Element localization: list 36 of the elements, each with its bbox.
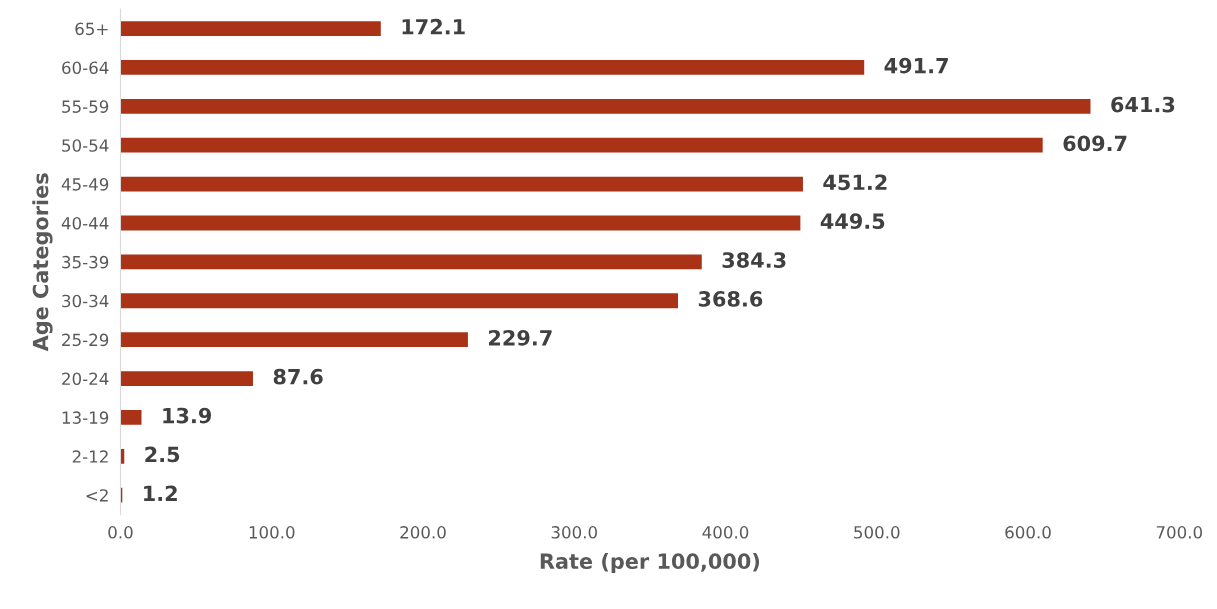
data-label: 491.7 bbox=[884, 57, 948, 74]
x-tick-label: 600.0 bbox=[1005, 526, 1051, 539]
y-tick-label: <2 bbox=[86, 489, 108, 502]
y-tick-label: 50-54 bbox=[62, 139, 109, 152]
data-label: 609.7 bbox=[1063, 135, 1127, 152]
y-tick-label: 40-44 bbox=[61, 216, 109, 230]
x-tick-label: 400.0 bbox=[702, 526, 749, 539]
data-label: 384.3 bbox=[722, 252, 786, 268]
data-label: 2.5 bbox=[145, 446, 180, 463]
y-tick-label: 60-64 bbox=[62, 61, 109, 75]
data-label: 449.5 bbox=[820, 213, 885, 230]
x-tick-label: 700.0 bbox=[1156, 526, 1203, 539]
y-tick-label: 13-19 bbox=[62, 411, 109, 424]
x-tick-label: 500.0 bbox=[854, 526, 900, 539]
data-label: 1.2 bbox=[144, 485, 177, 501]
x-tick-label: 0.0 bbox=[108, 526, 133, 539]
y-tick-label: 35-39 bbox=[62, 255, 109, 269]
data-label: 641.3 bbox=[1111, 96, 1175, 113]
y-tick-label: 25-29 bbox=[62, 333, 109, 347]
x-tick-label: 200.0 bbox=[400, 526, 446, 539]
y-axis-title: Age Categories bbox=[32, 173, 53, 352]
x-tick-label: 300.0 bbox=[551, 526, 597, 539]
data-label: 13.9 bbox=[163, 407, 212, 424]
y-tick-label: 20-24 bbox=[62, 372, 109, 386]
y-tick-label: 45-49 bbox=[61, 178, 109, 191]
y-tick-label: 65+ bbox=[75, 22, 108, 36]
x-tick-label: 100.0 bbox=[249, 526, 295, 539]
y-tick-label: 30-34 bbox=[62, 294, 109, 308]
data-label: 229.7 bbox=[489, 329, 552, 346]
data-label: 368.6 bbox=[698, 291, 763, 307]
data-label: 172.1 bbox=[402, 18, 465, 35]
data-label: 87.6 bbox=[273, 368, 323, 385]
y-tick-label: 2-12 bbox=[72, 450, 108, 463]
x-axis-title: Rate (per 100,000) bbox=[540, 552, 760, 574]
data-label: 451.2 bbox=[823, 174, 887, 191]
y-tick-label: 55-59 bbox=[62, 100, 109, 113]
